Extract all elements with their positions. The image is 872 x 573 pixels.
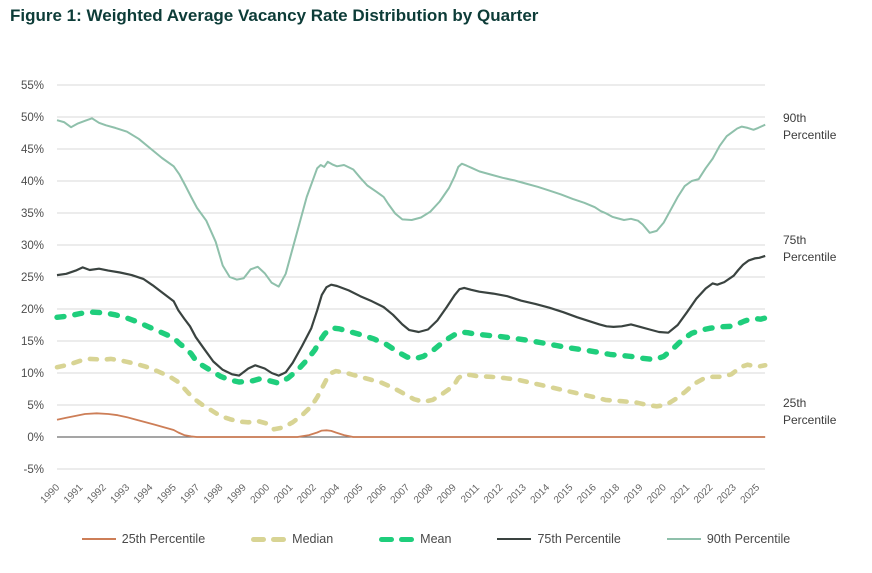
x-axis-tick-label: 2011 (459, 482, 482, 505)
annotation-line: 75th (783, 233, 807, 247)
legend-item-25th-percentile: 25th Percentile (81, 532, 206, 546)
annotation-line: Percentile (783, 413, 837, 427)
annotation-line: 25th (783, 396, 807, 410)
x-axis-tick-label: 2009 (435, 482, 459, 506)
x-axis-tick-label: 2021 (669, 482, 693, 506)
y-axis-tick-label: 35% (21, 208, 44, 220)
x-axis-tick-label: 2001 (272, 482, 296, 506)
legend-label: 75th Percentile (537, 532, 621, 546)
legend-label: 90th Percentile (706, 532, 791, 546)
y-axis-tick-label: 10% (21, 368, 44, 380)
x-axis-tick-label: 1990 (39, 482, 63, 506)
x-axis-tick-label: 1991 (62, 482, 86, 506)
series-line-25th-percentile (56, 412, 766, 438)
annotation-75th-percentile: 75th Percentile (783, 232, 863, 266)
legend-item-median: Median (251, 532, 333, 546)
x-axis-tick-label: 2004 (319, 482, 343, 506)
y-axis-tick-label: 20% (21, 304, 44, 316)
legend-swatch (379, 536, 415, 542)
x-axis-tick-label: 1992 (85, 482, 109, 506)
y-axis-tick-label: 5% (27, 400, 44, 412)
x-axis-tick-label: 2019 (622, 482, 646, 506)
y-axis-tick-label: 45% (21, 144, 44, 156)
vacancy-rate-chart: -5% 0% 5% 10% 15% 20% 25% 30% 35% 40% 45% 50% 55% 199… (21, 80, 768, 506)
y-axis-tick-label: 15% (21, 336, 44, 348)
x-axis-tick-label: 2022 (692, 482, 716, 506)
x-axis-tick-label: 1999 (225, 482, 249, 506)
y-axis-tick-label: 55% (21, 80, 44, 92)
x-axis-tick-label: 2018 (599, 482, 623, 506)
x-axis-tick-label: 2023 (715, 482, 739, 506)
x-axis-tick-label: 1995 (155, 482, 179, 506)
x-axis-tick-label: 2020 (645, 482, 669, 506)
x-axis-tick-label: 1997 (179, 482, 203, 506)
annotation-90th-percentile: 90th Percentile (783, 110, 863, 144)
x-axis-tick-label: 1998 (202, 482, 226, 506)
legend-swatch (251, 536, 287, 542)
annotation-line: 90th (783, 111, 807, 125)
x-axis-tick-label: 2012 (482, 482, 506, 506)
series-line-median (54, 356, 768, 432)
y-axis-tick-label: 0% (27, 432, 44, 444)
annotation-line: Percentile (783, 128, 837, 142)
legend-label: Mean (420, 532, 452, 546)
legend-item-90th-percentile: 90th Percentile (666, 532, 791, 546)
x-axis-tick-label: 2007 (389, 482, 413, 506)
legend-swatch (81, 538, 116, 540)
x-axis-tick-label: 2002 (295, 482, 319, 506)
legend-item-75th-percentile: 75th Percentile (497, 532, 621, 546)
legend-label: 25th Percentile (121, 532, 206, 546)
legend-swatch (497, 538, 532, 540)
x-axis-tick-label: 2005 (342, 482, 366, 506)
x-axis-tick-label: 2008 (412, 482, 436, 506)
x-axis-tick-label: 2000 (249, 482, 273, 506)
x-axis-tick-label: 1994 (132, 482, 156, 506)
x-axis-tick-label: 2015 (552, 482, 576, 506)
series-line-75th-percentile (56, 254, 766, 377)
x-axis-tick-label: 2025 (739, 482, 763, 506)
x-axis-tick-label: 2014 (529, 482, 553, 506)
x-axis-tick-label: 2013 (505, 482, 529, 506)
annotation-line: Percentile (783, 250, 837, 264)
series-line-mean (54, 309, 768, 386)
series-line-90th-percentile (56, 117, 766, 288)
y-axis-tick-label: 50% (21, 112, 44, 124)
y-axis-tick-label: 40% (21, 176, 44, 188)
annotation-25th-percentile: 25th Percentile (783, 395, 863, 429)
legend-item-mean: Mean (379, 532, 451, 546)
x-axis-tick-label: 2006 (365, 482, 389, 506)
y-axis-tick-label: 30% (21, 240, 44, 252)
y-axis-tick-label: -5% (24, 464, 44, 476)
x-axis-tick-label: 1993 (109, 482, 133, 506)
y-axis-tick-label: 25% (21, 272, 44, 284)
x-axis-tick-label: 2016 (575, 482, 599, 506)
figure-title: Figure 1: Weighted Average Vacancy Rate … (10, 6, 539, 25)
legend-label: Median (292, 532, 334, 546)
chart-legend: 25th Percentile Median Mean 75th Percentile… (0, 532, 872, 546)
legend-swatch (666, 538, 701, 540)
